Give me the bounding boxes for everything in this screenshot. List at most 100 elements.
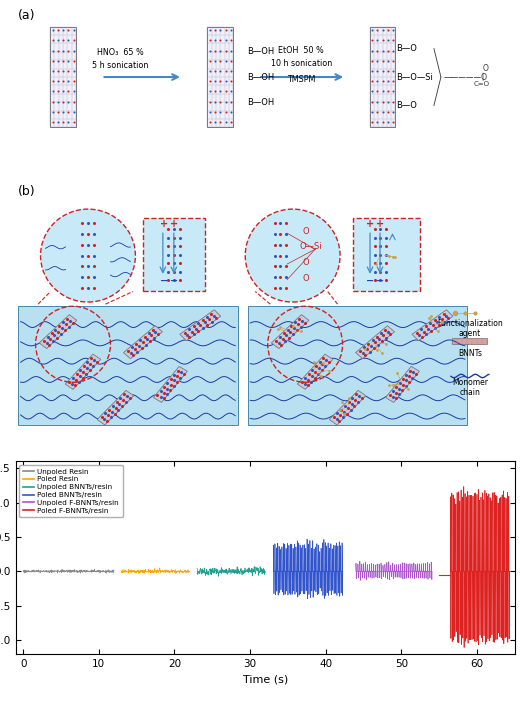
- Unpoled Resin: [77, 569, 84, 577]
- Text: B—OH: B—OH: [247, 72, 275, 82]
- Poled F-BNNTs/resin: [495, 567, 501, 576]
- Bar: [18, 307, 238, 425]
- Bar: [123, 325, 162, 359]
- Bar: [248, 307, 467, 425]
- X-axis label: Time (s): Time (s): [242, 674, 288, 684]
- Line: Unpoled F-BNNTs/resin: Unpoled F-BNNTs/resin: [356, 561, 432, 581]
- Bar: [271, 315, 309, 349]
- Poled Resin: [136, 569, 142, 578]
- Poled BNNTs/resin: [270, 567, 277, 576]
- Poled BNNTs/resin: [282, 540, 288, 548]
- Bar: [373, 225, 387, 284]
- Unpoled F-BNNTs/resin: [358, 567, 364, 576]
- Text: O: O: [303, 274, 309, 283]
- Bar: [50, 27, 76, 127]
- Text: (b): (b): [18, 185, 36, 198]
- Line: Unpoled Resin: Unpoled Resin: [23, 569, 114, 573]
- Unpoled Resin: [92, 565, 98, 574]
- Poled Resin: [180, 567, 187, 576]
- Bar: [143, 217, 205, 292]
- Poled BNNTs/resin: [299, 587, 305, 595]
- Ellipse shape: [245, 209, 340, 302]
- Text: (a): (a): [18, 9, 35, 22]
- Unpoled F-BNNTs/resin: [426, 560, 432, 568]
- Poled F-BNNTs/resin: [506, 567, 513, 576]
- Text: B—OH: B—OH: [247, 98, 275, 107]
- Line: Poled BNNTs/resin: Poled BNNTs/resin: [274, 539, 343, 599]
- Unpoled F-BNNTs/resin: [353, 567, 359, 576]
- Poled Resin: [161, 567, 167, 575]
- Text: +: +: [376, 219, 384, 229]
- Unpoled Resin: [77, 567, 83, 576]
- Bar: [329, 390, 366, 425]
- Unpoled BNNTs/resin: [251, 567, 257, 575]
- Text: Functionalization
agent: Functionalization agent: [437, 319, 503, 338]
- Unpoled F-BNNTs/resin: [357, 557, 363, 565]
- Poled F-BNNTs/resin: [461, 482, 467, 491]
- Poled F-BNNTs/resin: [497, 567, 503, 576]
- Unpoled F-BNNTs/resin: [357, 576, 363, 585]
- Bar: [65, 354, 101, 389]
- Text: −: −: [366, 276, 374, 286]
- Unpoled BNNTs/resin: [250, 566, 256, 574]
- Text: │: │: [480, 73, 484, 81]
- Text: 10 h sonication: 10 h sonication: [270, 59, 332, 68]
- Text: 5 h sonication: 5 h sonication: [92, 61, 149, 70]
- Unpoled F-BNNTs/resin: [367, 567, 373, 576]
- Text: B—O—Si: B—O—Si: [396, 72, 433, 82]
- Unpoled Resin: [56, 567, 62, 576]
- Unpoled BNNTs/resin: [236, 568, 242, 576]
- Bar: [370, 27, 396, 127]
- Poled Resin: [119, 567, 125, 576]
- Ellipse shape: [41, 209, 135, 302]
- Text: BNNTs: BNNTs: [458, 349, 482, 358]
- Text: −: −: [170, 276, 178, 286]
- Text: HNO₃  65 %: HNO₃ 65 %: [97, 49, 144, 58]
- Poled Resin: [187, 567, 193, 576]
- Line: Poled Resin: Poled Resin: [122, 568, 190, 574]
- Poled Resin: [119, 567, 125, 576]
- Poled F-BNNTs/resin: [447, 567, 453, 576]
- Legend: Unpoled Resin, Poled Resin, Unpoled BNNTs/resin, Poled BNNTs/resin, Unpoled F-BN: Unpoled Resin, Poled Resin, Unpoled BNNT…: [19, 465, 123, 517]
- Bar: [81, 219, 95, 292]
- Poled F-BNNTs/resin: [495, 567, 501, 576]
- Text: O: O: [303, 258, 309, 267]
- Bar: [412, 310, 453, 341]
- Poled Resin: [159, 566, 165, 574]
- Unpoled F-BNNTs/resin: [374, 567, 380, 576]
- Line: Unpoled BNNTs/resin: Unpoled BNNTs/resin: [197, 567, 265, 576]
- Poled BNNTs/resin: [311, 545, 317, 553]
- Unpoled BNNTs/resin: [227, 568, 233, 576]
- Unpoled Resin: [86, 567, 92, 576]
- Text: Monomer
chain: Monomer chain: [452, 378, 488, 397]
- Bar: [353, 217, 420, 292]
- Bar: [273, 219, 287, 292]
- Unpoled Resin: [86, 567, 93, 576]
- Unpoled Resin: [111, 566, 117, 574]
- Poled BNNTs/resin: [304, 595, 310, 603]
- Line: Poled F-BNNTs/resin: Poled F-BNNTs/resin: [450, 486, 510, 647]
- Text: C=O: C=O: [474, 81, 490, 86]
- Unpoled BNNTs/resin: [233, 569, 239, 577]
- Text: −: −: [160, 276, 168, 286]
- Bar: [97, 390, 134, 425]
- Poled Resin: [157, 564, 163, 572]
- Poled F-BNNTs/resin: [461, 643, 467, 652]
- Bar: [207, 27, 233, 127]
- Text: −: −: [376, 276, 384, 286]
- Text: +: +: [170, 219, 178, 229]
- Unpoled BNNTs/resin: [215, 572, 222, 581]
- Text: B—O: B—O: [396, 44, 418, 53]
- Poled F-BNNTs/resin: [489, 631, 495, 639]
- Unpoled Resin: [20, 566, 27, 574]
- Text: O—Si: O—Si: [299, 243, 322, 251]
- Text: B—OH: B—OH: [247, 47, 275, 56]
- Unpoled Resin: [31, 567, 37, 576]
- Bar: [385, 366, 420, 402]
- Bar: [452, 338, 487, 344]
- Text: +: +: [160, 219, 168, 229]
- Bar: [180, 310, 220, 341]
- Text: +: +: [366, 219, 374, 229]
- Bar: [167, 225, 181, 284]
- Unpoled BNNTs/resin: [262, 568, 268, 576]
